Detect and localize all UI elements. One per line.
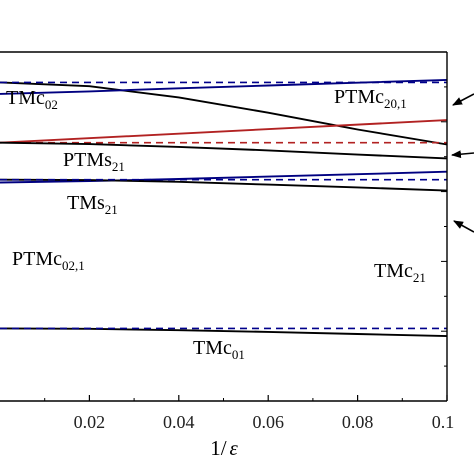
series-layer [0,78,448,338]
label-tmc01: TMc01 [193,337,245,362]
label-tmc21: TMc21 [374,260,426,285]
label-ptms21: PTMs21 [63,149,125,174]
x-tick-label: 0.02 [74,412,106,432]
x-tick-label: 0.06 [252,412,284,432]
x-tick-label: 0.1 [432,412,455,432]
label-tms21: TMs21 [67,192,118,217]
series-ptmc02-1-solid-6 [0,170,448,184]
pointer-arrow-2 [451,150,474,159]
x-tick-label: 0.04 [163,412,195,432]
label-tmc02: TMc02 [6,87,58,112]
series-ptmc20-1-solid-2 [0,78,448,95]
series-tmc02-solid-0 [0,81,448,146]
label-ptmc02-1: PTMc02,1 [12,248,85,273]
pointer-arrow-1 [452,93,474,106]
series-ptms21-solid-3 [0,119,448,144]
series-tms21-solid-5 [0,141,448,160]
pointer-arrow-3 [453,220,474,233]
x-axis-title: 1/ε [210,436,238,460]
x-ticks: 0.02 0.04 0.06 0.08 0.1 [44,395,455,432]
x-tick-label: 0.08 [342,412,374,432]
series-tmc01-solid-9 [0,327,448,338]
label-ptmc20-1: PTMc20,1 [334,86,407,111]
y-ticks [441,86,447,367]
